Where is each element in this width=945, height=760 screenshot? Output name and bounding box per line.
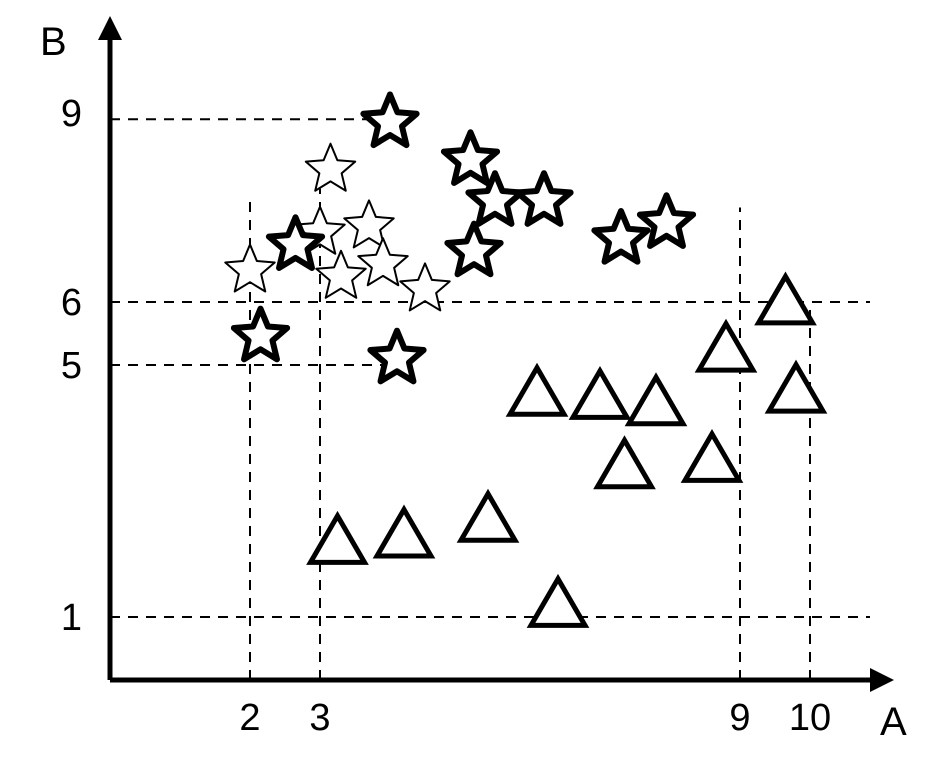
star-marker-bold xyxy=(594,211,647,262)
x-tick-label: 9 xyxy=(729,697,750,739)
triangle-marker xyxy=(629,377,683,424)
star-marker-bold xyxy=(517,173,570,224)
star-marker-bold xyxy=(363,94,416,145)
star-marker xyxy=(306,144,355,191)
triangle-marker xyxy=(573,371,627,418)
star-marker xyxy=(225,245,274,292)
triangle-marker xyxy=(311,516,365,563)
star-marker xyxy=(316,251,365,298)
star-marker-bold xyxy=(640,195,693,246)
star-marker-bold xyxy=(444,132,497,183)
triangle-marker xyxy=(699,324,753,371)
star-marker-bold xyxy=(447,224,500,275)
star-marker-bold xyxy=(234,309,287,360)
y-tick-label: 1 xyxy=(61,597,82,639)
y-axis-label: B xyxy=(40,20,67,64)
triangle-marker xyxy=(759,276,813,323)
triangle-marker xyxy=(769,365,823,412)
y-tick-label: 5 xyxy=(61,345,82,387)
scatter-chart: A B 2 3 9 10 1 5 6 9 xyxy=(0,0,945,755)
triangle-marker xyxy=(377,510,431,556)
x-tick-label: 3 xyxy=(309,697,330,739)
chart-canvas: A B 2 3 9 10 1 5 6 9 xyxy=(0,0,945,755)
x-tick-label: 2 xyxy=(239,697,260,739)
y-axis-arrow xyxy=(98,16,122,40)
y-tick-label: 6 xyxy=(61,282,82,324)
star-marker xyxy=(358,238,407,285)
x-axis-arrow xyxy=(870,668,894,692)
star-marker-bold xyxy=(370,331,423,382)
triangle-marker xyxy=(531,579,585,626)
star-marker xyxy=(400,263,449,310)
x-axis-label: A xyxy=(880,700,907,744)
y-tick-label: 9 xyxy=(61,93,82,135)
triangle-marker xyxy=(510,368,564,415)
triangle-marker xyxy=(598,440,652,487)
x-tick-label: 10 xyxy=(789,697,831,739)
star-marker-bold xyxy=(468,173,521,224)
triangle-marker xyxy=(685,434,739,481)
triangle-marker xyxy=(461,494,515,540)
star-marker xyxy=(344,200,393,247)
